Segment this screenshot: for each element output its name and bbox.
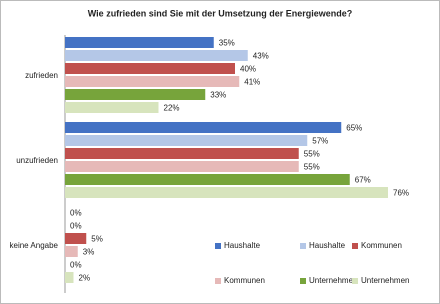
legend-label: Haushalte: [309, 241, 346, 250]
bar: [65, 50, 248, 61]
data-label: 0%: [70, 261, 82, 270]
data-label: 41%: [244, 78, 260, 87]
data-label: 55%: [304, 150, 320, 159]
legend-label: Haushalte: [224, 241, 261, 250]
data-label: 5%: [91, 235, 103, 244]
legend-label: Kommunen: [224, 276, 265, 285]
legend-label: Kommunen: [361, 241, 402, 250]
data-label: 0%: [70, 209, 82, 218]
legend-swatch: [300, 243, 306, 249]
legend-swatch: [215, 278, 221, 284]
category-label: unzufrieden: [16, 156, 58, 165]
data-label: 55%: [304, 163, 320, 172]
data-label: 57%: [312, 137, 328, 146]
bar: [65, 122, 342, 133]
bar: [65, 161, 299, 172]
legend-swatch: [352, 243, 358, 249]
bar: [65, 148, 299, 159]
data-label: 2%: [79, 274, 91, 283]
bar: [65, 37, 214, 48]
data-label: 43%: [253, 52, 269, 61]
bar: [65, 187, 388, 198]
legend-swatch: [352, 278, 358, 284]
bar: [65, 89, 206, 100]
data-label: 33%: [210, 91, 226, 100]
legend-swatch: [215, 243, 221, 249]
bar: [65, 63, 235, 74]
data-label: 65%: [346, 124, 362, 133]
bar: [65, 272, 74, 283]
data-label: 3%: [83, 248, 95, 257]
bar: [65, 174, 350, 185]
data-label: 22%: [164, 104, 180, 113]
data-label: 35%: [219, 39, 235, 48]
category-label: keine Angabe: [10, 241, 59, 250]
data-label: 67%: [355, 176, 371, 185]
bar: [65, 135, 308, 146]
bar: [65, 246, 78, 257]
legend-label: Unternehmen: [309, 276, 357, 285]
legend-swatch: [300, 278, 306, 284]
category-label: zufrieden: [25, 71, 58, 80]
legend-label: Unternehmen: [361, 276, 409, 285]
bar: [65, 76, 240, 87]
bar: [65, 233, 87, 244]
data-label: 76%: [393, 189, 409, 198]
data-label: 40%: [240, 65, 256, 74]
bar: [65, 102, 159, 113]
data-label: 0%: [70, 222, 82, 231]
chart-title: Wie zufrieden sind Sie mit der Umsetzung…: [88, 8, 352, 18]
